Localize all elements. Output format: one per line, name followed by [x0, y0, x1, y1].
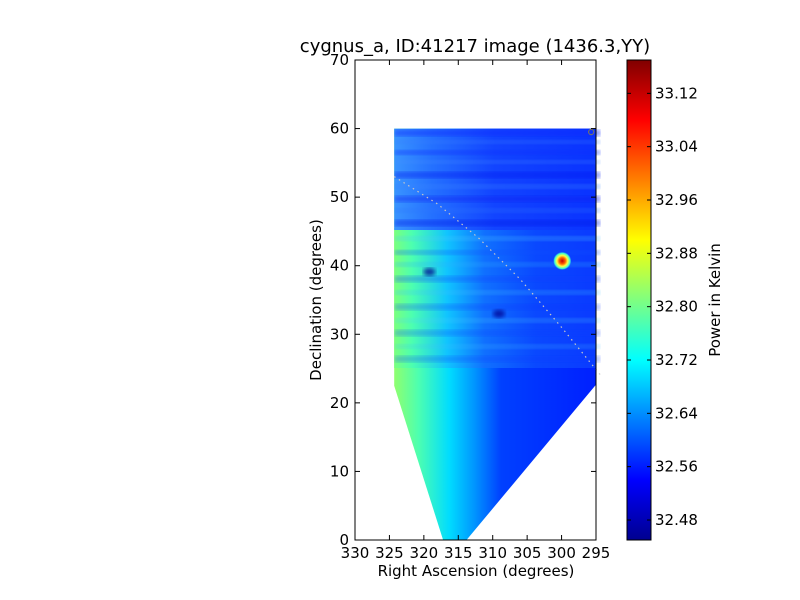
- heatmap-upper-region: [394, 128, 596, 230]
- noise-stripe: [394, 140, 601, 144]
- x-tick-label: 310: [478, 544, 507, 562]
- noise-stripe: [394, 318, 601, 323]
- plot-frame: [354, 59, 597, 541]
- x-tick-label: 300: [547, 544, 576, 562]
- x-tick-label: 330: [341, 544, 370, 562]
- noise-stripe: [394, 130, 601, 136]
- y-tick-label: 60: [330, 120, 349, 138]
- noise-stripe: [394, 276, 601, 282]
- noise-stripe: [394, 150, 601, 155]
- dim-spot: [423, 267, 436, 276]
- x-tick-label: 295: [582, 544, 611, 562]
- dotted-curve: [393, 176, 602, 376]
- x-axis: 330 325 320 315 310 305 300 295: [341, 60, 611, 562]
- noise-stripe: [394, 236, 601, 241]
- chart-title: cygnus_a, ID:41217 image (1436.3,YY): [300, 36, 650, 57]
- bright-source: [553, 251, 572, 270]
- colorbar-tick-label: 32.72: [655, 351, 698, 369]
- x-tick-label: 325: [375, 544, 404, 562]
- x-axis-label: Right Ascension (degrees): [378, 562, 575, 580]
- noise-stripe: [394, 250, 601, 255]
- colorbar-label: Power in Kelvin: [706, 243, 724, 357]
- colorbar-tick-label: 32.80: [655, 298, 698, 316]
- dotted-curve-line: [393, 176, 602, 376]
- heatmap-features: [423, 251, 572, 318]
- marker-circle: [587, 128, 595, 136]
- heatmap-noise-stripes: [394, 130, 601, 362]
- y-tick-label: 0: [339, 531, 349, 549]
- y-tick-label: 20: [330, 394, 349, 412]
- y-tick-label: 30: [330, 325, 349, 343]
- noise-stripe: [394, 356, 601, 362]
- noise-stripe: [394, 344, 601, 349]
- dim-spot: [492, 309, 505, 318]
- colorbar-tick-label: 32.48: [655, 511, 698, 529]
- colorbar-tick-label: 32.56: [655, 458, 698, 476]
- heatmap-image: [394, 128, 601, 540]
- colorbar-tick-label: 33.04: [655, 138, 698, 156]
- x-tick-label: 305: [513, 544, 542, 562]
- y-tick-label: 70: [330, 51, 349, 69]
- colorbar-tick-label: 32.64: [655, 404, 698, 422]
- y-axis: 0 10 20 30 40 50 60 70: [330, 51, 596, 549]
- noise-stripe: [394, 262, 601, 267]
- noise-stripe: [394, 220, 601, 226]
- colorbar: [626, 59, 652, 541]
- noise-stripe: [394, 160, 601, 164]
- noise-stripe: [394, 330, 601, 336]
- y-tick-label: 50: [330, 188, 349, 206]
- colorbar-tick-label: 32.96: [655, 191, 698, 209]
- colorbar-tick-label: 32.88: [655, 244, 698, 262]
- x-tick-label: 315: [444, 544, 473, 562]
- y-tick-label: 10: [330, 462, 349, 480]
- noise-stripe: [394, 304, 601, 310]
- noise-stripe: [394, 172, 601, 178]
- noise-stripe: [394, 290, 601, 295]
- circle-marker: [587, 128, 595, 136]
- noise-stripe: [394, 196, 601, 202]
- noise-stripe: [394, 184, 601, 189]
- y-axis-label: Declination (degrees): [307, 219, 325, 381]
- colorbar-ticks: 32.48 32.56 32.64 32.72 32.80 32.88 32.96 33.04…: [627, 84, 698, 529]
- colorbar-tick-label: 33.12: [655, 84, 698, 102]
- x-tick-label: 320: [410, 544, 439, 562]
- y-tick-label: 40: [330, 257, 349, 275]
- noise-stripe: [394, 208, 601, 213]
